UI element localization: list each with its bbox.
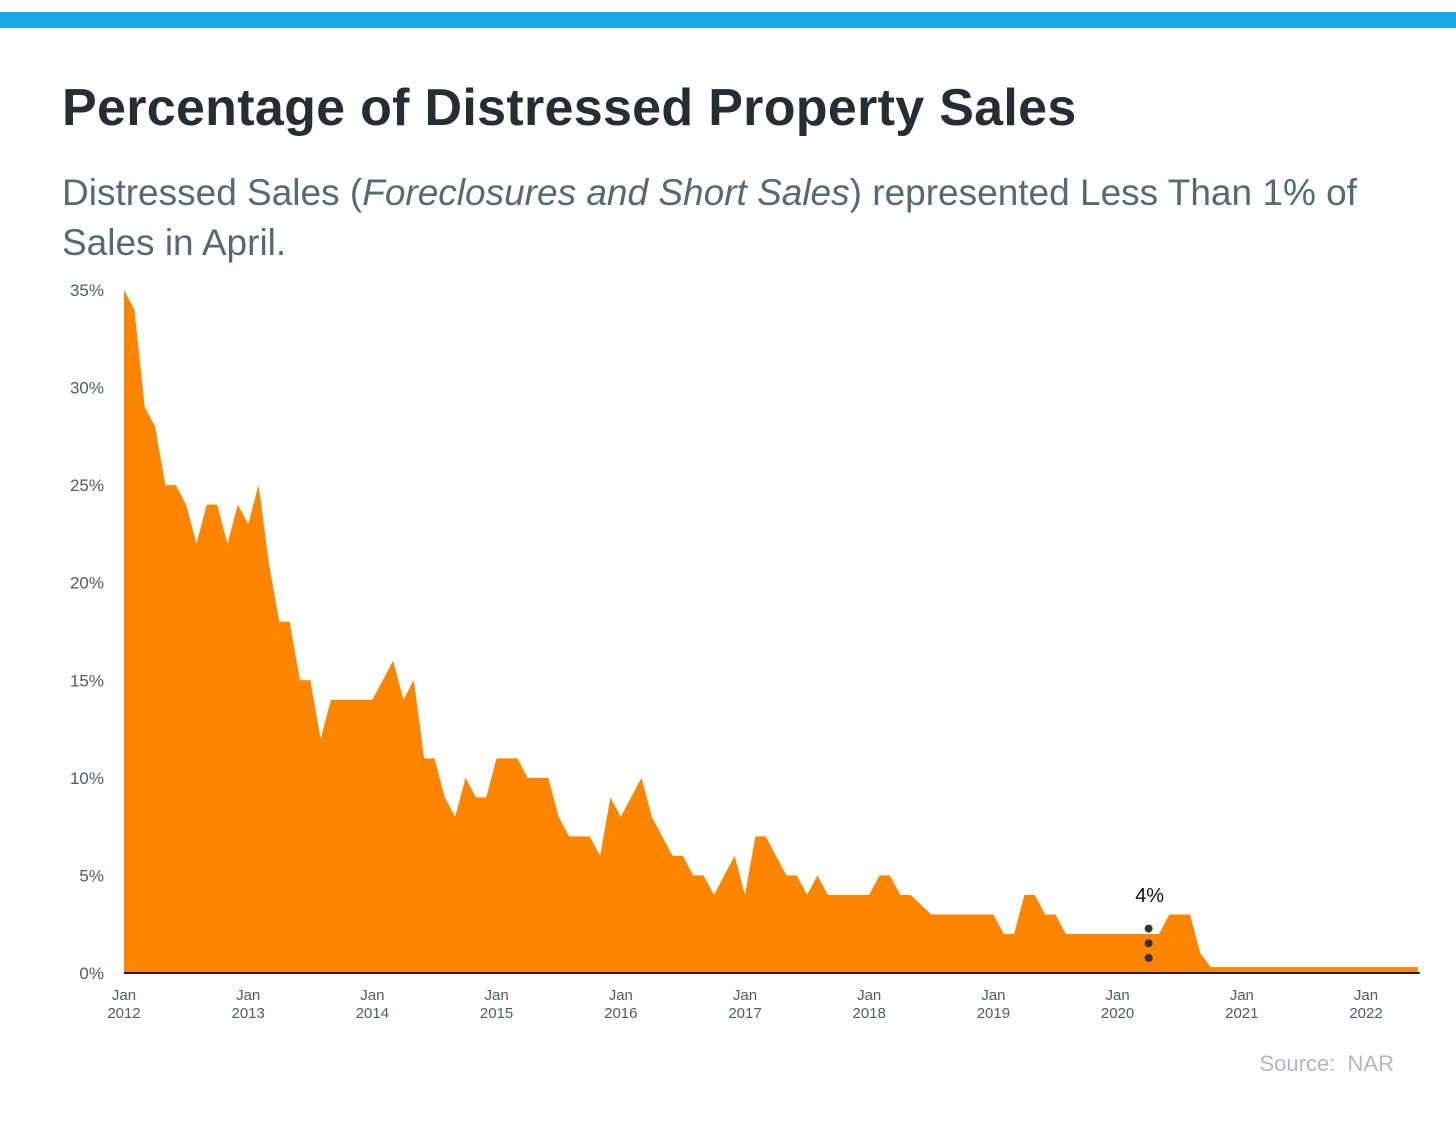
distressed-sales-area-chart: 0%5%10%15%20%25%30%35%Jan2012Jan2013Jan2… — [70, 281, 1420, 1022]
x-tick-label-month: Jan — [981, 987, 1005, 1004]
y-tick-label: 5% — [79, 866, 104, 885]
y-tick-label: 0% — [79, 964, 104, 983]
x-tick-label-year: 2021 — [1225, 1005, 1258, 1022]
annotation-label: 4% — [1135, 885, 1164, 907]
y-tick-label: 15% — [70, 671, 104, 690]
annotation-dot — [1144, 939, 1153, 948]
x-tick-label-month: Jan — [485, 987, 509, 1004]
subtitle-text-end: ) represented Less Than 1% of Sales in A… — [62, 172, 1357, 263]
y-tick-label: 30% — [70, 379, 104, 398]
x-tick-label-year: 2015 — [480, 1005, 513, 1022]
subtitle-text-start: Distressed Sales ( — [62, 172, 363, 213]
annotation-dot — [1144, 953, 1153, 962]
x-tick-label-month: Jan — [609, 987, 633, 1004]
x-tick-label-month: Jan — [112, 987, 136, 1004]
chart-subtitle: Distressed Sales (Foreclosures and Short… — [62, 168, 1402, 268]
x-tick-label-year: 2012 — [107, 1005, 140, 1022]
x-tick-label-month: Jan — [1106, 987, 1130, 1004]
x-tick-label-month: Jan — [1230, 987, 1254, 1004]
source-note: Source: NAR — [1259, 1051, 1395, 1076]
top-accent-bar — [0, 12, 1456, 28]
x-tick-label-year: 2017 — [728, 1005, 761, 1022]
y-tick-label: 20% — [70, 574, 104, 593]
chart-title: Percentage of Distressed Property Sales — [62, 79, 1077, 137]
y-tick-label: 25% — [70, 476, 104, 495]
x-tick-label-month: Jan — [1354, 987, 1378, 1004]
x-tick-label-month: Jan — [733, 987, 757, 1004]
x-tick-label-month: Jan — [857, 987, 881, 1004]
x-tick-label-year: 2013 — [232, 1005, 265, 1022]
x-tick-label-month: Jan — [360, 987, 384, 1004]
x-tick-label-year: 2019 — [977, 1005, 1010, 1022]
y-tick-label: 10% — [70, 769, 104, 788]
x-tick-label-year: 2016 — [604, 1005, 637, 1022]
x-tick-label-year: 2020 — [1101, 1005, 1134, 1022]
series-area-distressed-sales — [124, 290, 1418, 973]
x-tick-label-year: 2014 — [356, 1005, 389, 1022]
x-tick-label-year: 2022 — [1349, 1005, 1382, 1022]
x-tick-label-year: 2018 — [853, 1005, 886, 1022]
y-tick-label: 35% — [70, 281, 104, 300]
subtitle-text-italic: Foreclosures and Short Sales — [362, 172, 850, 213]
annotation-dot — [1144, 924, 1153, 933]
x-tick-label-month: Jan — [236, 987, 260, 1004]
